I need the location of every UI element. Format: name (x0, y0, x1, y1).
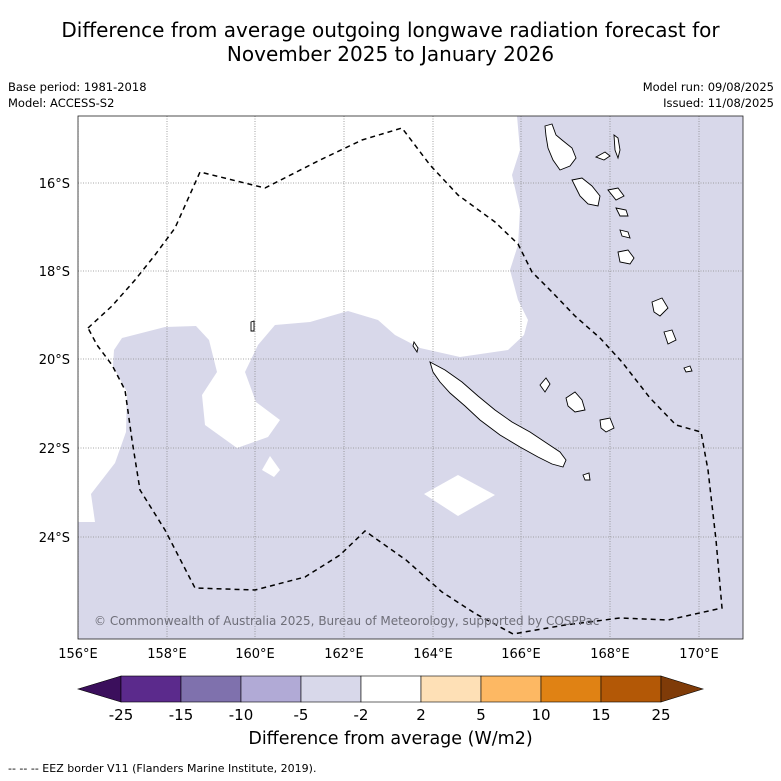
coastlines (250, 123, 693, 481)
lon-label: 160°E (235, 647, 275, 662)
colorbar-bin (180, 675, 242, 703)
island-vanuatu-4 (615, 207, 629, 217)
lon-label: 168°E (590, 647, 630, 662)
lon-labels: 156°E 158°E 160°E 162°E 164°E 166°E 168°… (58, 647, 719, 662)
colorbar-bin (480, 675, 542, 703)
lon-label: 170°E (679, 647, 719, 662)
island-loyalty-1 (539, 377, 551, 393)
colorbar-bin (540, 675, 602, 703)
copyright-notice: © Commonwealth of Australia 2025, Bureau… (94, 614, 599, 628)
lat-label: 16°S (39, 177, 70, 192)
island-efate (617, 249, 635, 265)
colorbar-tick: -25 (109, 706, 134, 724)
lon-label: 156°E (58, 647, 98, 662)
model-name: Model: ACCESS-S2 (8, 96, 115, 110)
issued-date: Issued: 11/08/2025 (663, 96, 774, 110)
map-title: Difference from average outgoing longwav… (0, 18, 781, 66)
map-panel: © Commonwealth of Australia 2025, Bureau… (77, 115, 744, 640)
colorbar-tick: -5 (294, 706, 309, 724)
colorbar-extend-high (660, 675, 705, 703)
island-aneityum (683, 365, 693, 373)
lat-label: 20°S (39, 353, 70, 368)
lon-label: 158°E (147, 647, 187, 662)
island-vanuatu-3 (607, 187, 625, 201)
island-chesterfield (250, 320, 255, 332)
graticule (78, 116, 743, 639)
colorbar-tick: 5 (476, 706, 486, 724)
meta-left: Base period: 1981-2018 Model: ACCESS-S2 (8, 79, 147, 111)
model-run: Model run: 09/08/2025 (642, 80, 774, 94)
anomaly-patch-neutral-2 (424, 475, 495, 516)
eez-legend-note: -- -- -- EEZ border V11 (Flanders Marine… (8, 762, 317, 775)
island-espiritu-santo (544, 123, 577, 171)
colorbar-tick: 25 (651, 706, 670, 724)
island-loyalty-4 (582, 472, 591, 481)
island-vanuatu-5 (619, 229, 631, 239)
island-vanuatu-2 (594, 151, 611, 161)
colorbar-extend-low (76, 675, 122, 703)
colorbar-ticks: -25 -15 -10 -5 -2 2 5 10 15 25 (109, 706, 671, 724)
base-period: Base period: 1981-2018 (8, 80, 147, 94)
anomaly-patch-neutral-1 (262, 456, 280, 477)
island-loyalty-3 (599, 417, 615, 433)
island-new-caledonia (429, 361, 567, 468)
map-frame (77, 115, 744, 640)
lon-label: 162°E (324, 647, 364, 662)
island-tanna (663, 329, 677, 345)
island-vanuatu-1 (613, 134, 621, 160)
colorbar (76, 675, 705, 703)
colorbar-tick: -10 (229, 706, 254, 724)
colorbar-title: Difference from average (W/m2) (248, 729, 533, 749)
lat-label: 22°S (39, 442, 70, 457)
title-line-1: Difference from average outgoing longwav… (61, 18, 720, 42)
colorbar-tick: 10 (531, 706, 550, 724)
colorbar-bin (420, 675, 482, 703)
colorbar-bin (600, 675, 662, 703)
lon-label: 166°E (501, 647, 541, 662)
colorbar-bin (300, 675, 362, 703)
colorbar-tick: 15 (591, 706, 610, 724)
anomaly-region-neutral (78, 116, 528, 522)
lat-label: 24°S (39, 531, 70, 546)
colorbar-bin (360, 675, 422, 703)
title-line-2: November 2025 to January 2026 (226, 42, 555, 66)
island-erromango (651, 297, 669, 317)
colorbar-bin (120, 675, 182, 703)
meta-right: Model run: 09/08/2025 Issued: 11/08/2025 (643, 79, 774, 111)
colorbar-bin (240, 675, 302, 703)
lon-label: 164°E (413, 647, 453, 662)
lat-label: 18°S (39, 265, 70, 280)
island-belep (412, 340, 419, 354)
colorbar-tick: -15 (169, 706, 194, 724)
island-malakula (571, 177, 601, 207)
colorbar-tick: -2 (354, 706, 369, 724)
island-loyalty-2 (565, 391, 586, 413)
lat-labels: 16°S 18°S 20°S 22°S 24°S (39, 177, 70, 546)
colorbar-tick: 2 (416, 706, 426, 724)
